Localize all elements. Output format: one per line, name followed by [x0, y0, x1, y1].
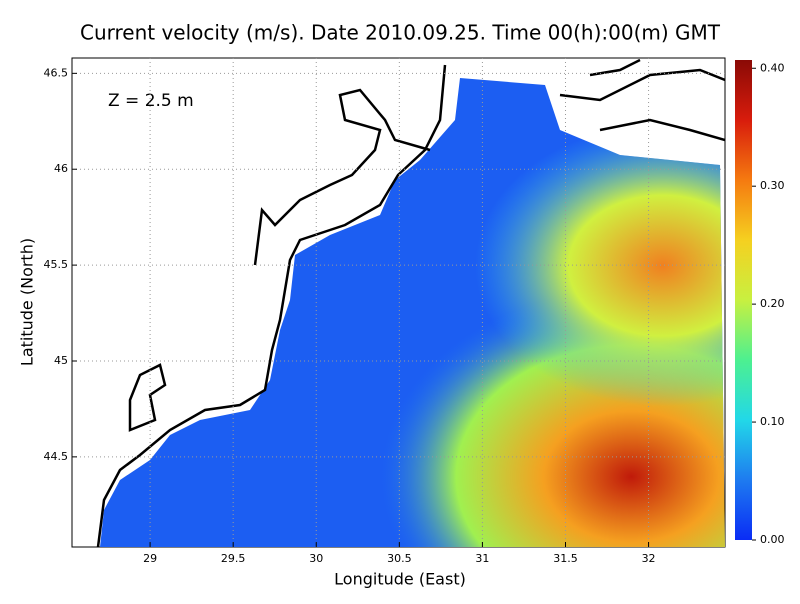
y-tick-label: 45.5 — [44, 258, 69, 271]
colorbar-tick-label: 0.30 — [760, 179, 785, 192]
field-region — [100, 78, 725, 547]
y-tick-label: 46 — [54, 162, 68, 175]
colorbar-tick-label: 0.40 — [760, 61, 785, 74]
x-axis-label: Longitude (East) — [334, 570, 466, 589]
x-tick-label: 31.5 — [553, 552, 578, 565]
velocity-field — [96, 58, 725, 547]
depth-annotation: Z = 2.5 m — [108, 91, 194, 111]
coastline — [128, 363, 167, 432]
colorbar-tick-label: 0.10 — [760, 415, 785, 428]
x-tick-label: 29.5 — [221, 552, 246, 565]
colorbar — [735, 60, 752, 540]
x-tick-label: 32 — [642, 552, 656, 565]
y-tick-label: 46.5 — [44, 66, 69, 79]
coastline — [253, 88, 431, 266]
chart-title: Current velocity (m/s). Date 2010.09.25.… — [80, 21, 721, 45]
x-tick-label: 30 — [309, 552, 323, 565]
x-tick-label: 29 — [143, 552, 157, 565]
colorbar-tick-label: 0.20 — [760, 297, 785, 310]
y-axis-label: Latitude (North) — [18, 238, 37, 366]
x-tick-label: 31 — [475, 552, 489, 565]
y-tick-label: 45 — [54, 354, 68, 367]
y-tick-label: 44.5 — [44, 450, 69, 463]
colorbar-tick-label: 0.00 — [760, 533, 785, 546]
coastline — [96, 64, 447, 547]
x-tick-label: 30.5 — [387, 552, 412, 565]
